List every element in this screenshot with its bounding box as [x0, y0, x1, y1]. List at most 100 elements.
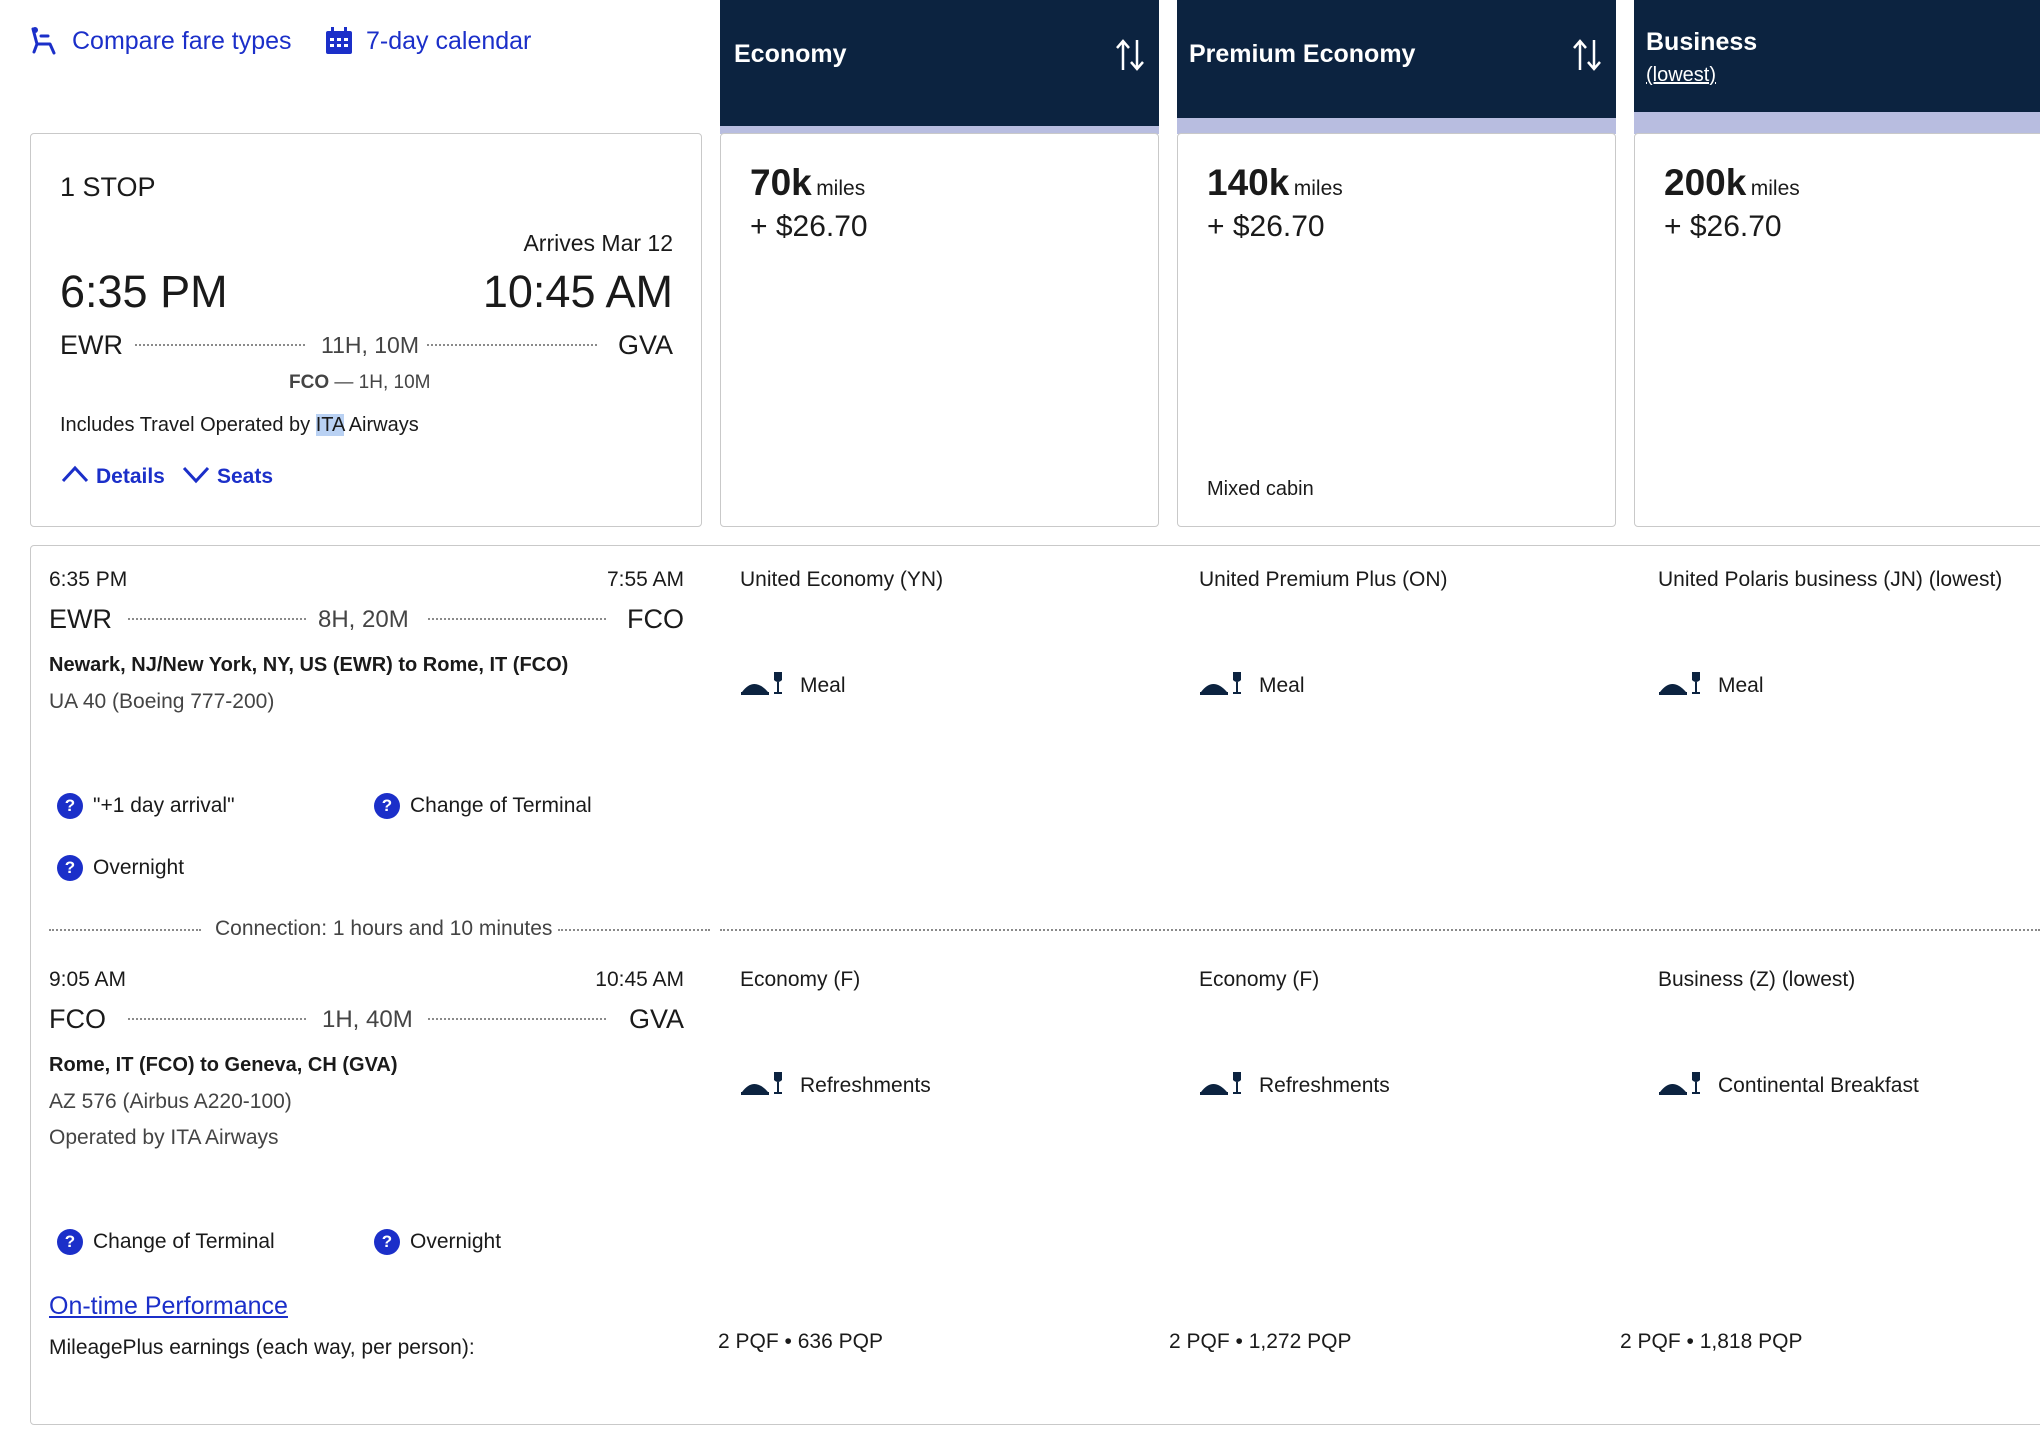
details-toggle[interactable]: Details — [60, 464, 165, 490]
meal-service: Meal — [740, 670, 846, 702]
operated-prefix: Includes Travel Operated by — [60, 414, 311, 436]
seat-icon — [28, 26, 60, 56]
destination-code: GVA — [617, 330, 673, 360]
segment-destination: FCO — [627, 604, 684, 634]
segment-duration: 1H, 40M — [322, 1006, 413, 1033]
column-header-premium-economy[interactable]: Premium Economy — [1177, 0, 1616, 120]
meal-icon — [1658, 670, 1704, 702]
column-title: Economy — [734, 40, 847, 68]
meal-service: Meal — [1199, 670, 1305, 702]
column-stripe — [1634, 112, 2040, 134]
connection-line — [720, 929, 2040, 931]
stops-label: 1 STOP — [60, 172, 156, 202]
segment-destination: GVA — [628, 1004, 684, 1034]
flag-label: Change of Terminal — [93, 1230, 275, 1253]
pqp-value: 636 PQP — [797, 1330, 883, 1353]
flag-label: Overnight — [410, 1230, 502, 1253]
sort-icon[interactable] — [1115, 38, 1145, 79]
connection-line — [558, 929, 710, 931]
on-time-performance-link[interactable]: On-time Performance — [49, 1292, 288, 1320]
fare-card-premium-economy[interactable]: 140k miles + $26.70 Mixed cabin — [1177, 133, 1616, 527]
cabin-name: United Premium Plus (ON) — [1199, 568, 1448, 591]
meal-label: Refreshments — [1259, 1074, 1390, 1097]
column-title: Business — [1646, 28, 1758, 56]
segment-arrive-time: 7:55 AM — [606, 568, 684, 591]
pqf-value: 2 PQF — [1169, 1330, 1230, 1353]
meal-icon — [1199, 670, 1245, 702]
column-title: Premium Economy — [1189, 40, 1416, 68]
fare-tax: + $26.70 — [1207, 210, 1325, 243]
segment-origin: EWR — [49, 604, 112, 634]
column-stripe — [1177, 118, 1616, 134]
segment-depart-time: 9:05 AM — [49, 968, 127, 991]
column-header-economy[interactable]: Economy — [720, 0, 1159, 128]
connection-line — [49, 929, 201, 931]
segment-flag-overnight[interactable]: ? Overnight — [374, 1229, 501, 1255]
segment-flag-next-day[interactable]: ? "+1 day arrival" — [57, 793, 235, 819]
column-subtitle-link[interactable]: (lowest) — [1646, 64, 1717, 86]
flag-label: "+1 day arrival" — [93, 794, 235, 817]
column-header-business[interactable]: Business (lowest) — [1634, 0, 2040, 114]
meal-icon — [740, 1070, 786, 1102]
question-icon: ? — [57, 793, 83, 819]
fare-tax: + $26.70 — [1664, 210, 1782, 243]
layover-info: FCO — 1H, 10M — [289, 372, 430, 394]
meal-service: Meal — [1658, 670, 1764, 702]
segment-flag-change-terminal[interactable]: ? Change of Terminal — [57, 1229, 275, 1255]
arrival-date: Arrives Mar 12 — [523, 230, 673, 256]
meal-label: Meal — [1259, 674, 1305, 697]
segment-operated-by: Operated by ITA Airways — [49, 1126, 279, 1149]
earnings-economy: 2 PQF • 636 PQP — [718, 1330, 883, 1354]
segment-duration: 8H, 20M — [318, 606, 409, 633]
layover-code: FCO — [289, 372, 330, 393]
compare-fare-types-link[interactable]: Compare fare types — [28, 26, 292, 56]
segment-route-line — [128, 618, 306, 620]
segment-flag-change-terminal[interactable]: ? Change of Terminal — [374, 793, 592, 819]
seats-label: Seats — [217, 465, 274, 488]
operated-suffix: Airways — [348, 414, 419, 436]
fare-card-business[interactable]: 200k miles + $26.70 — [1634, 133, 2040, 527]
segment-route: Newark, NJ/New York, NY, US (EWR) to Rom… — [49, 654, 569, 676]
flag-label: Change of Terminal — [410, 794, 592, 817]
meal-service: Refreshments — [740, 1070, 931, 1102]
layover-separator: — — [334, 372, 354, 393]
sort-icon[interactable] — [1572, 38, 1602, 79]
fare-card-economy[interactable]: 70k miles + $26.70 — [720, 133, 1159, 527]
miles-amount: 200k — [1664, 162, 1747, 203]
separator-dot: • — [1686, 1330, 1694, 1353]
segment-origin: FCO — [49, 1004, 106, 1034]
cabin-name: United Polaris business (JN) (lowest) — [1658, 568, 2003, 591]
seven-day-calendar-label: 7-day calendar — [366, 26, 532, 55]
seats-toggle[interactable]: Seats — [181, 464, 273, 490]
meal-icon — [1658, 1070, 1704, 1102]
fare-tax: + $26.70 — [750, 210, 868, 243]
pqp-value: 1,272 PQP — [1248, 1330, 1352, 1353]
segment-route-line — [428, 1018, 606, 1020]
segment-arrive-time: 10:45 AM — [595, 968, 684, 991]
question-icon: ? — [374, 1229, 400, 1255]
chevron-up-icon — [60, 464, 90, 490]
segment-flag-overnight[interactable]: ? Overnight — [57, 855, 184, 881]
fare-miles: 140k miles — [1207, 162, 1343, 204]
seven-day-calendar-link[interactable]: 7-day calendar — [324, 26, 531, 56]
earnings-business: 2 PQF • 1,818 PQP — [1620, 1330, 1802, 1354]
miles-amount: 140k — [1207, 162, 1290, 203]
depart-time: 6:35 PM — [60, 266, 228, 317]
mileageplus-earnings-label: MileagePlus earnings (each way, per pers… — [49, 1336, 475, 1359]
meal-label: Refreshments — [800, 1074, 931, 1097]
route-line — [427, 344, 597, 346]
pqf-value: 2 PQF — [718, 1330, 779, 1353]
total-duration: 11H, 10M — [321, 332, 420, 358]
question-icon: ? — [374, 793, 400, 819]
meal-icon — [740, 670, 786, 702]
fare-miles: 70k miles — [750, 162, 865, 204]
route-line — [135, 344, 305, 346]
meal-label: Meal — [800, 674, 846, 697]
details-label: Details — [96, 465, 165, 488]
fare-miles: 200k miles — [1664, 162, 1800, 204]
question-icon: ? — [57, 855, 83, 881]
segment-flight-number: UA 40 (Boeing 777-200) — [49, 690, 275, 713]
pqp-value: 1,818 PQP — [1699, 1330, 1803, 1353]
chevron-down-icon — [181, 464, 211, 490]
question-icon: ? — [57, 1229, 83, 1255]
